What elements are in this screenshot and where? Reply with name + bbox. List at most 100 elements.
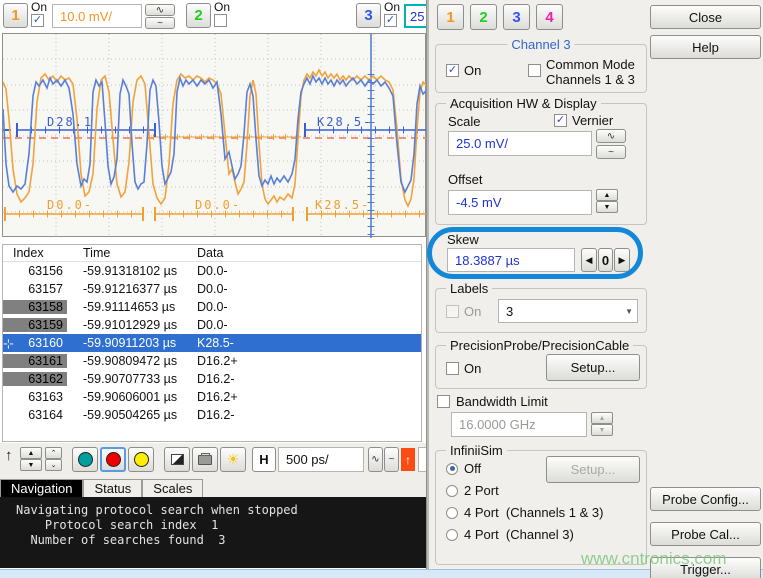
waveform-graph <box>2 34 428 238</box>
display-brightness-button[interactable]: ☀ <box>220 447 246 472</box>
channel-on-label: On <box>464 63 482 78</box>
column-header-index[interactable]: Index <box>13 246 44 260</box>
skew-zero-button[interactable]: 0 <box>598 248 613 272</box>
table-row[interactable]: 63163 -59.90606001 µs D16.2+ <box>28 390 238 404</box>
infiniisim-option-4port-ch3[interactable]: 4 Port (Channel 3) <box>446 527 574 542</box>
table-row[interactable]: 63157 -59.91216377 µs D0.0- <box>28 282 228 296</box>
scroll-down-button[interactable]: ▼ <box>20 459 42 471</box>
infiniisim-option-4port-ch13[interactable]: 4 Port (Channels 1 & 3) <box>446 505 603 520</box>
channel-on-checkbox[interactable]: ✓ <box>446 64 459 77</box>
page-down-button[interactable]: ⌄ <box>45 459 62 471</box>
scale-coarse-wave-icon[interactable]: ∿ <box>596 129 626 143</box>
labels-on-checkbox[interactable] <box>446 305 459 318</box>
scale-label: Scale <box>448 114 481 129</box>
stop-red-circle-icon <box>105 452 121 467</box>
channel-1-button[interactable]: 1 <box>3 3 28 28</box>
close-button[interactable]: Close <box>650 5 761 29</box>
chevron-down-icon: ▼ <box>625 306 633 316</box>
trigger-edge-icon[interactable]: ↑ <box>401 448 415 471</box>
horizontal-menu-button[interactable]: H <box>252 447 276 472</box>
probe-cal-button[interactable]: Probe Cal... <box>650 522 761 546</box>
current-position-crosshair-icon: ⊹ <box>3 336 14 351</box>
column-header-time[interactable]: Time <box>83 246 111 260</box>
single-button[interactable] <box>128 447 154 472</box>
precision-on-checkbox[interactable] <box>446 362 459 375</box>
stop-button[interactable] <box>100 447 126 472</box>
skew-decrease-button[interactable]: ◀ <box>581 248 597 272</box>
channel-3-on-checkbox[interactable]: ✓ <box>384 14 397 27</box>
infiniisim-setup-button[interactable]: Setup... <box>546 456 640 483</box>
skew-value-field[interactable]: 18.3887 µs <box>447 248 575 272</box>
radio-icon <box>446 484 458 497</box>
offset-decrease-button[interactable]: ▼ <box>596 201 618 213</box>
scale-fine-wave-icon[interactable]: ~ <box>596 145 626 159</box>
table-row[interactable]: 63164 -59.90504265 µs D16.2- <box>28 408 235 422</box>
scale-value-field[interactable]: 25.0 mV/ <box>448 131 592 156</box>
common-mode-checkbox[interactable] <box>528 64 541 77</box>
probe-config-button[interactable]: Probe Config... <box>650 487 761 511</box>
print-button[interactable] <box>192 447 218 472</box>
bandwidth-decrease-button[interactable]: ▼ <box>591 424 613 436</box>
dialog-tab-channel-3[interactable]: 3 <box>503 4 530 30</box>
marker-cursor-icon: ↑ <box>5 447 13 464</box>
bandwidth-increase-button[interactable]: ▲ <box>591 412 613 424</box>
vernier-checkbox[interactable]: ✓ <box>554 114 567 127</box>
channel-2-button[interactable]: 2 <box>186 3 211 28</box>
precision-setup-button[interactable]: Setup... <box>546 354 640 381</box>
trigger-button[interactable]: Trigger... <box>650 557 761 578</box>
column-header-data[interactable]: Data <box>197 246 224 260</box>
channel-1-scale-field[interactable]: 10.0 mV/ <box>52 4 142 28</box>
table-row[interactable]: 63162 -59.90707733 µs D16.2- <box>3 370 421 388</box>
channel-2-on-checkbox[interactable] <box>214 14 227 27</box>
skew-increase-button[interactable]: ▶ <box>614 248 630 272</box>
dialog-tab-channel-2[interactable]: 2 <box>470 4 497 30</box>
infiniisim-option-2port[interactable]: 2 Port <box>446 483 499 498</box>
labels-channel-dropdown[interactable]: 3 ▼ <box>498 299 638 323</box>
offset-increase-button[interactable]: ▲ <box>596 189 618 201</box>
timebase-increase-wave-icon[interactable]: ~ <box>384 447 399 472</box>
common-mode-label: Common Mode Channels 1 & 3 <box>546 57 635 87</box>
table-row[interactable]: 63159 -59.91012929 µs D0.0- <box>3 316 421 334</box>
tab-scales[interactable]: Scales <box>142 479 204 497</box>
table-row[interactable]: 63161 -59.90809472 µs D16.2+ <box>3 352 421 370</box>
bandwidth-limit-label: Bandwidth Limit <box>456 394 548 409</box>
scale-down-wave-icon[interactable]: ~ <box>145 17 175 29</box>
offset-value-field[interactable]: -4.5 mV <box>448 190 592 215</box>
tab-status[interactable]: Status <box>83 479 143 497</box>
channel-3-on-label: On <box>384 0 401 14</box>
channel-3-scale-field[interactable]: 25 <box>404 4 430 28</box>
decode-label-d28-1: D28.1 <box>47 115 94 129</box>
precision-on-label: On <box>464 361 482 376</box>
table-row-selected[interactable]: ⊹ 63160 -59.90911203 µs K28.5- <box>3 334 421 352</box>
bandwidth-limit-checkbox[interactable] <box>437 395 450 408</box>
dialog-tab-channel-4[interactable]: 4 <box>536 4 563 30</box>
printer-icon <box>198 452 212 465</box>
run-button[interactable] <box>72 447 98 472</box>
dialog-tab-channel-1[interactable]: 1 <box>437 4 464 30</box>
tab-navigation[interactable]: Navigation <box>0 479 84 497</box>
channel-3-group-title: Channel 3 <box>507 37 575 52</box>
page-up-button[interactable]: ⌃ <box>45 447 62 459</box>
table-row[interactable]: 63156 -59.91318102 µs D0.0- <box>28 264 228 278</box>
timebase-field[interactable]: 500 ps/ <box>278 447 364 472</box>
touch-screen-button[interactable] <box>164 447 190 472</box>
table-row[interactable]: 63158 -59.91114653 µs D0.0- <box>3 298 421 316</box>
sun-icon: ☀ <box>226 451 240 467</box>
radio-icon <box>446 506 458 519</box>
radio-selected-icon <box>446 462 458 475</box>
decode-label-d0-0-second: D0.0- <box>195 198 242 212</box>
channel-1-on-label: On <box>31 0 48 14</box>
scroll-up-button[interactable]: ▲ <box>20 447 42 459</box>
channel-1-on-checkbox[interactable]: ✓ <box>31 14 44 27</box>
bandwidth-value-field[interactable]: 16.0000 GHz <box>451 412 587 437</box>
channel-toolbar: 1 On ✓ 10.0 mV/ ∿ ~ 2 On 3 On ✓ 25 <box>0 0 430 32</box>
waveform-display[interactable]: D28.1 K28.5- D0.0- D0.0- K28.5- <box>2 33 428 238</box>
channel-3-button[interactable]: 3 <box>356 3 381 28</box>
console-line: Navigating protocol search when stopped <box>16 503 298 517</box>
scale-up-wave-icon[interactable]: ∿ <box>145 4 175 16</box>
infiniisim-option-off[interactable]: Off <box>446 461 481 476</box>
help-button[interactable]: Help <box>650 35 761 59</box>
bottom-window-strip <box>0 569 763 578</box>
timebase-decrease-wave-icon[interactable]: ∿ <box>368 447 383 472</box>
